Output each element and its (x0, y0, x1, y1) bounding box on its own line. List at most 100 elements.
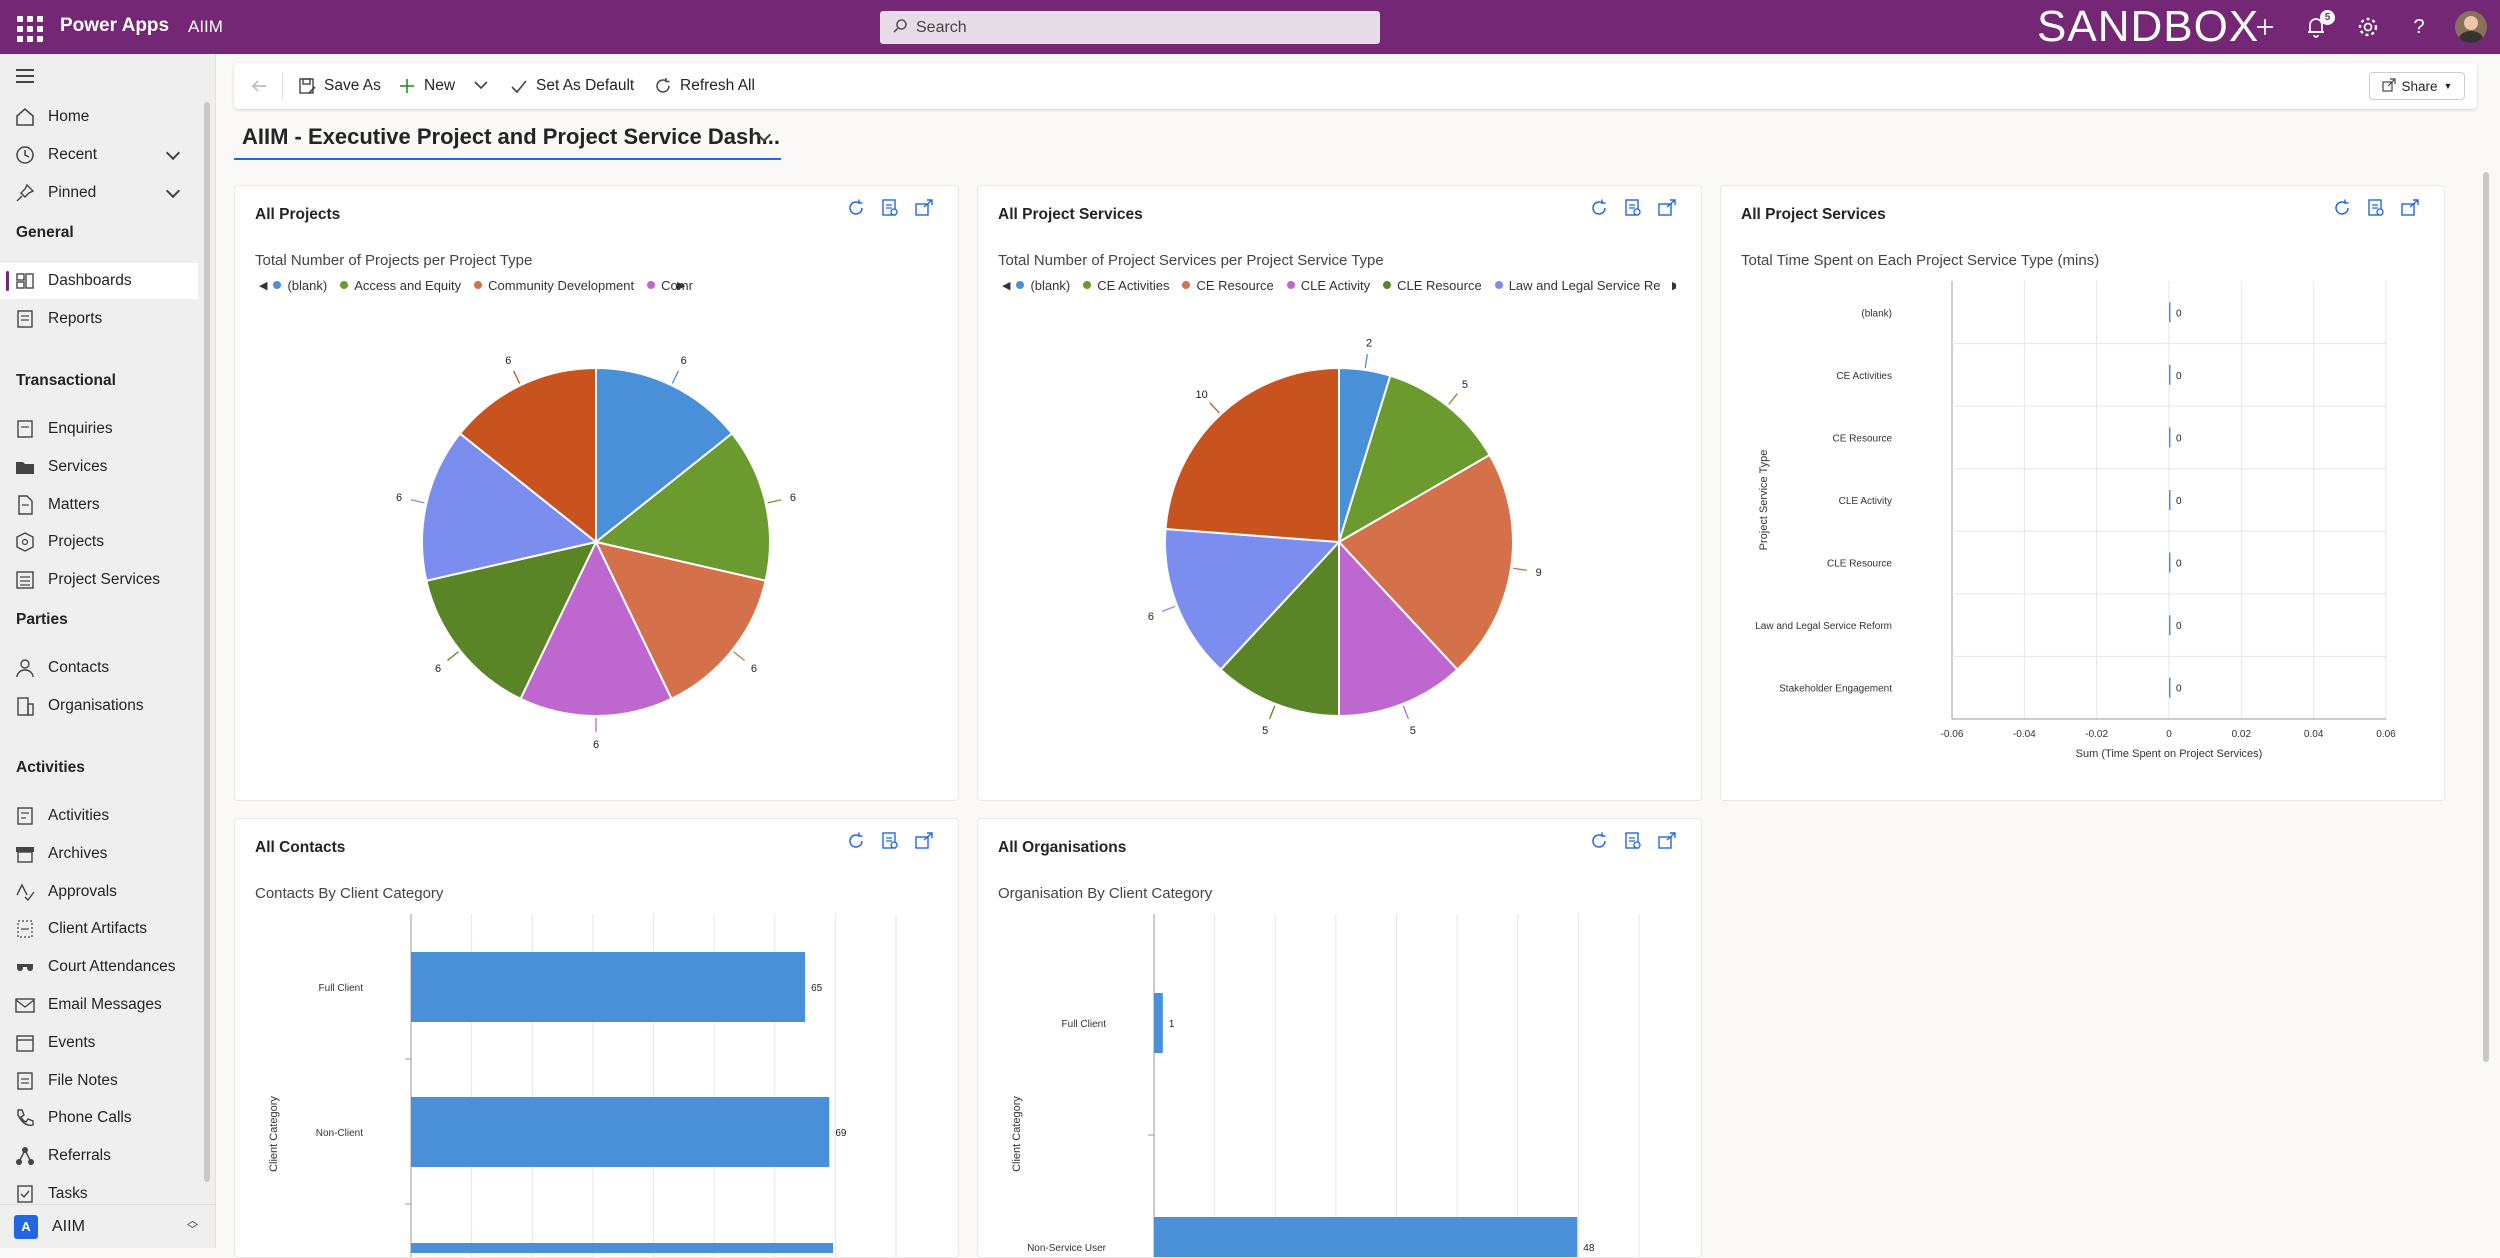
sidebar-item-file-notes[interactable]: File Notes (0, 1063, 198, 1099)
sidebar-item-pinned[interactable]: Pinned (0, 175, 198, 211)
sidebar-item-referrals[interactable]: Referrals (0, 1138, 198, 1174)
sidebar-item-projects[interactable]: Projects (0, 524, 198, 560)
legend-next-icon[interactable]: ▶ (677, 279, 686, 292)
pie-slice[interactable] (1337, 453, 1514, 671)
bar[interactable] (411, 1097, 830, 1167)
bar[interactable] (2169, 615, 2171, 636)
refresh-icon[interactable] (1589, 831, 1609, 851)
view-records-icon[interactable] (2366, 198, 2386, 218)
pie-slice[interactable] (458, 366, 597, 545)
sidebar-item-activities[interactable]: Activities (0, 798, 198, 834)
pie-slice[interactable] (1338, 539, 1459, 718)
refresh-all-button[interactable]: Refresh All (652, 63, 755, 109)
search-input[interactable]: Search (880, 11, 1380, 44)
app-name[interactable]: Power Apps (60, 15, 170, 36)
bar[interactable] (2169, 677, 2171, 698)
sidebar-item-events[interactable]: Events (0, 1025, 198, 1061)
legend-item[interactable]: Community Legal Education (647, 278, 693, 293)
bell-icon[interactable] (2302, 13, 2330, 41)
gear-icon[interactable] (2354, 13, 2382, 41)
main-scrollbar[interactable] (2483, 172, 2489, 1062)
pie-slice[interactable] (1219, 539, 1340, 718)
bar[interactable] (2169, 490, 2171, 510)
back-button[interactable] (250, 63, 268, 109)
pie-slice[interactable] (595, 366, 734, 545)
legend-item[interactable]: CLE Resource (1383, 278, 1482, 293)
share-button[interactable]: Share ▼ (2369, 72, 2465, 100)
expand-icon[interactable] (1657, 198, 1677, 218)
expand-icon[interactable] (2400, 198, 2420, 218)
legend-item[interactable]: Access and Equity (340, 278, 461, 293)
expand-icon[interactable] (1657, 831, 1677, 851)
avatar[interactable] (2455, 11, 2487, 43)
sidebar-item-client-artifacts[interactable]: Client Artifacts (0, 911, 198, 947)
chevron-down-icon[interactable] (165, 183, 181, 199)
sidebar-item-phone-calls[interactable]: Phone Calls (0, 1100, 198, 1136)
save-as-button[interactable]: Save As (296, 63, 381, 109)
sidebar-scrollbar[interactable] (204, 102, 210, 1182)
bar[interactable] (2169, 427, 2171, 448)
sidebar-item-dashboards[interactable]: Dashboards (0, 263, 198, 299)
set-as-default-button[interactable]: Set As Default (508, 63, 634, 109)
sidebar-item-tasks[interactable]: Tasks (0, 1176, 198, 1212)
expand-icon[interactable] (914, 831, 934, 851)
app-launcher-icon[interactable] (15, 14, 43, 42)
sidebar-item-archives[interactable]: Archives (0, 836, 198, 872)
sidebar-item-home[interactable]: Home (0, 99, 198, 135)
sidebar-item-approvals[interactable]: Approvals (0, 874, 198, 910)
refresh-icon[interactable] (846, 198, 866, 218)
sidebar-item-project-services[interactable]: Project Services (0, 562, 198, 598)
legend-item[interactable]: CLE Activity (1286, 278, 1370, 293)
pie-slice[interactable] (593, 432, 771, 582)
legend-item[interactable]: (blank) (1016, 278, 1070, 293)
legend-item[interactable]: CE Activities (1083, 278, 1169, 293)
bar[interactable] (2169, 552, 2171, 573)
bar[interactable] (2169, 364, 2171, 385)
sidebar-item-reports[interactable]: Reports (0, 301, 198, 337)
expand-icon[interactable] (914, 198, 934, 218)
legend-item[interactable]: (blank) (273, 278, 327, 293)
add-icon[interactable] (2251, 13, 2279, 41)
legend-item[interactable]: CE Resource (1182, 277, 1274, 293)
sidebar-item-court-attendances[interactable]: Court Attendances (0, 949, 198, 985)
bar[interactable] (2169, 302, 2171, 323)
sidebar-item-email-messages[interactable]: Email Messages (0, 987, 198, 1023)
pie-slice[interactable] (421, 432, 599, 582)
dashboard-selector[interactable]: AIIM - Executive Project and Project Ser… (234, 118, 781, 160)
legend-prev-icon[interactable]: ◀ (1002, 279, 1011, 292)
legend-prev-icon[interactable]: ◀ (259, 279, 268, 292)
view-records-icon[interactable] (880, 198, 900, 218)
pie-slice[interactable] (1337, 374, 1492, 545)
bar[interactable] (411, 1243, 833, 1253)
chevron-down-icon[interactable] (473, 77, 489, 95)
legend-label: CE Resource (1196, 277, 1274, 293)
view-records-icon[interactable] (1623, 831, 1643, 851)
pie-slice[interactable] (519, 539, 673, 717)
new-button[interactable]: New (396, 63, 489, 109)
hamburger-menu-icon[interactable] (16, 69, 34, 83)
refresh-icon[interactable] (2332, 198, 2352, 218)
sidebar-item-organisations[interactable]: Organisations (0, 688, 198, 724)
bar[interactable] (1154, 1217, 1578, 1258)
refresh-icon[interactable] (1589, 198, 1609, 218)
help-icon[interactable]: ? (2413, 15, 2425, 38)
pie-slice[interactable] (1164, 527, 1342, 671)
refresh-icon[interactable] (846, 831, 866, 851)
pie-slice[interactable] (594, 540, 767, 701)
sidebar-item-recent[interactable]: Recent (0, 137, 198, 173)
sidebar-item-matters[interactable]: Matters (0, 487, 198, 523)
legend-item[interactable]: Law and Legal Service Re (1494, 278, 1660, 293)
view-records-icon[interactable] (1623, 198, 1643, 218)
sidebar-item-services[interactable]: Services (0, 449, 198, 485)
pie-slice[interactable] (1164, 366, 1340, 544)
area-switcher[interactable]: A AIIM ︿ ﹀ (0, 1204, 216, 1248)
pie-slice[interactable] (425, 540, 598, 701)
legend-item[interactable]: Community Development (474, 278, 634, 293)
view-records-icon[interactable] (880, 831, 900, 851)
bar[interactable] (411, 952, 806, 1022)
sidebar-item-enquiries[interactable]: Enquiries (0, 411, 198, 447)
sidebar-item-contacts[interactable]: Contacts (0, 650, 198, 686)
chevron-down-icon[interactable] (165, 145, 181, 161)
bar[interactable] (1154, 993, 1163, 1053)
legend-next-icon[interactable]: ▶ (1672, 279, 1676, 292)
